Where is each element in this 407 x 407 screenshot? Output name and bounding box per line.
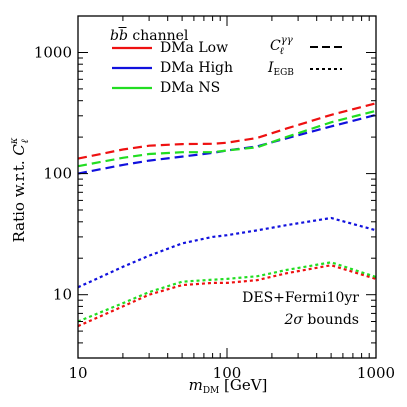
chart-series-layer [77, 102, 377, 328]
series-line-dma-high-dotted [77, 216, 377, 289]
x-tick-label: 100 [213, 364, 242, 382]
y-axis-label: Ratio w.r.t. Cκℓ [9, 137, 31, 242]
axis-ticks [77, 15, 377, 359]
series-line-dma-low-dotted [77, 264, 377, 328]
series-line-dma-ns-dashed [77, 109, 377, 168]
x-tick-label: 10 [68, 364, 87, 382]
y-tick-label: 100 [43, 165, 72, 183]
style-legend-dotted-label: IEGB [267, 60, 294, 78]
annotation: DES+Fermi10yr 2σ bounds [242, 290, 359, 328]
style-legend-dashed-label: Cγγ ℓ [270, 35, 293, 57]
annotation-line2: 2σ bounds [284, 312, 360, 328]
x-axis-label: mDM [GeV] [189, 376, 268, 396]
legend-title: bb channel [110, 28, 189, 44]
series-line-dma-ns-dotted [77, 261, 377, 323]
legend: bb channel DMa Low DMa High DMa NS [110, 27, 233, 96]
y-tick-label: 10 [53, 286, 72, 304]
tick-labels: 10 100 1000 10 100 1000 [34, 44, 395, 383]
legend-entries: DMa Low DMa High DMa NS [112, 40, 233, 96]
legend-label-dma-ns: DMa NS [160, 80, 220, 96]
series-line-dma-low-dashed [77, 102, 377, 160]
legend-label-dma-low: DMa Low [160, 40, 228, 56]
series-line-dma-high-dashed [77, 113, 377, 175]
y-tick-label: 1000 [34, 44, 72, 62]
style-legend: Cγγ ℓ IEGB [267, 35, 342, 78]
annotation-line1: DES+Fermi10yr [242, 290, 359, 306]
x-tick-label: 1000 [357, 364, 395, 382]
legend-label-dma-high: DMa High [160, 60, 233, 76]
